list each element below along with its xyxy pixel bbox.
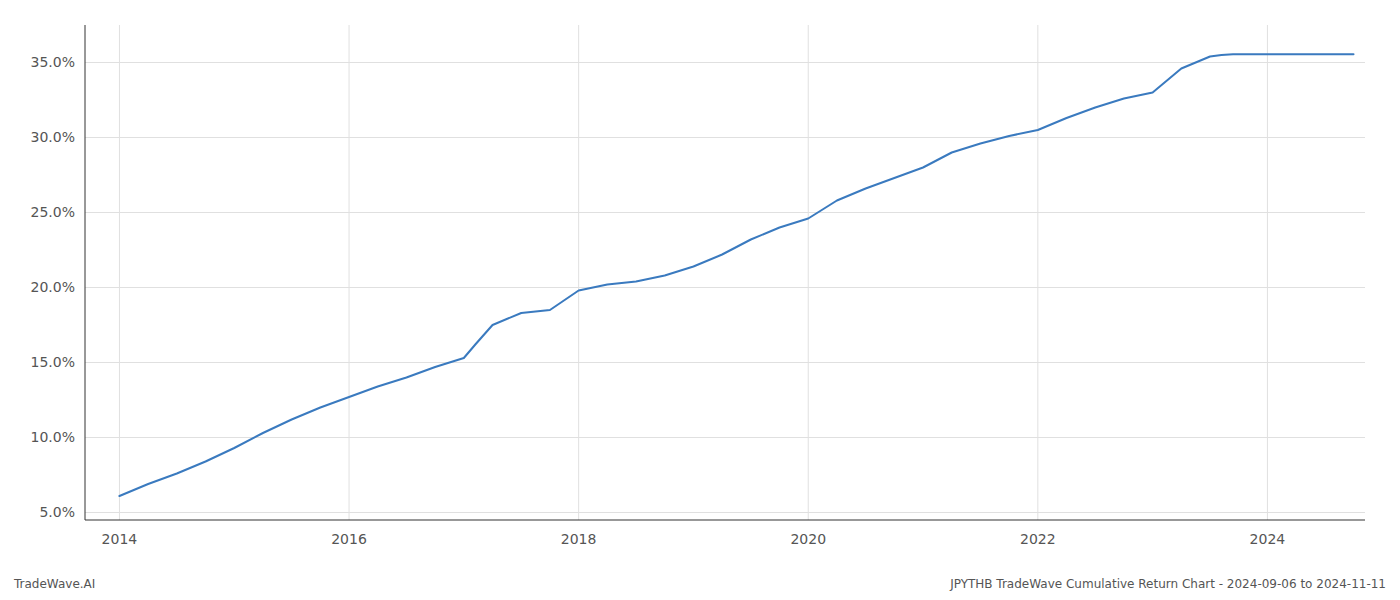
x-grid-line [1267,25,1268,520]
chart-svg: 2014 2016 2018 2020 2022 2024 5.0% 10.0% 15.0% 20… [0,0,1400,600]
data-line [119,54,1353,496]
x-tick-label: 2014 [102,531,138,547]
x-tick-label: 2016 [331,531,367,547]
x-grid-line [578,25,579,520]
watermark: TradeWave.AI [13,577,95,591]
x-tick-label: 2024 [1250,531,1286,547]
y-grid-line [85,512,1365,513]
x-tick-label: 2018 [561,531,597,547]
tick-labels: 2014 2016 2018 2020 2022 2024 5.0% 10.0% 15.0% 20… [31,54,1286,548]
y-axis-line [85,25,86,520]
y-tick-label: 25.0% [31,204,75,220]
y-grid-line [85,137,1365,138]
y-tick-label: 30.0% [31,129,75,145]
x-grid-line [1037,25,1038,520]
y-grid-line [85,362,1365,363]
x-axis-line [85,520,1365,521]
y-tick-label: 10.0% [31,429,75,445]
y-tick-label: 15.0% [31,354,75,370]
x-tick-label: 2022 [1020,531,1056,547]
grid [85,25,1365,520]
y-grid-line [85,62,1365,63]
y-grid-line [85,437,1365,438]
x-tick-label: 2020 [790,531,826,547]
title: JPYTHB TradeWave Cumulative Return Chart… [949,577,1386,591]
x-grid-line [349,25,350,520]
x-grid-line [119,25,120,520]
y-grid-line [85,212,1365,213]
chart-container: 2014 2016 2018 2020 2022 2024 5.0% 10.0% 15.0% 20… [0,0,1400,600]
y-tick-label: 20.0% [31,279,75,295]
plot-area [119,54,1353,496]
y-grid-line [85,287,1365,288]
y-tick-label: 5.0% [39,504,75,520]
x-grid-line [808,25,809,520]
y-tick-label: 35.0% [31,54,75,70]
